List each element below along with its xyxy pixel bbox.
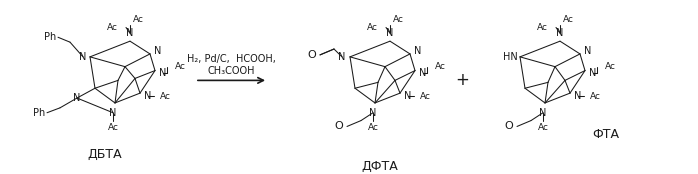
Text: ФТА: ФТА — [592, 128, 619, 141]
Text: Ph: Ph — [44, 32, 56, 42]
Text: Ac: Ac — [435, 62, 446, 71]
Text: HN: HN — [503, 52, 517, 62]
Text: N: N — [574, 91, 581, 101]
Text: N: N — [80, 52, 87, 62]
Text: Ac: Ac — [175, 62, 186, 71]
Text: N: N — [339, 52, 346, 62]
Text: N: N — [159, 68, 167, 78]
Text: N: N — [415, 46, 422, 56]
Text: Ac: Ac — [107, 23, 118, 32]
Text: Ph: Ph — [33, 108, 45, 118]
Text: Ac: Ac — [563, 15, 574, 24]
Text: Ac: Ac — [590, 92, 601, 101]
Text: N: N — [419, 68, 426, 78]
Text: Ac: Ac — [368, 123, 378, 132]
Text: N: N — [369, 108, 377, 118]
Text: Ac: Ac — [133, 15, 144, 24]
Text: N: N — [404, 91, 412, 101]
Text: Ac: Ac — [537, 23, 548, 32]
Text: Ac: Ac — [393, 15, 404, 24]
Text: Ac: Ac — [107, 123, 119, 132]
Text: Ac: Ac — [537, 123, 549, 132]
Text: Ac: Ac — [420, 92, 431, 101]
Text: ДБТА: ДБТА — [88, 148, 122, 161]
Text: N: N — [584, 46, 592, 56]
Text: ДФТА: ДФТА — [362, 160, 399, 173]
Text: N: N — [589, 68, 597, 78]
Text: Ac: Ac — [160, 92, 171, 101]
Text: Ac: Ac — [605, 62, 616, 71]
Text: N: N — [144, 91, 151, 101]
Text: O: O — [505, 121, 513, 132]
Text: N: N — [110, 108, 117, 118]
Text: +: + — [455, 71, 469, 89]
Text: N: N — [154, 46, 162, 56]
Text: Ac: Ac — [367, 23, 378, 32]
Text: N: N — [556, 28, 564, 38]
Text: N: N — [540, 108, 547, 118]
Text: H₂, Pd/C,  HCOOH,: H₂, Pd/C, HCOOH, — [186, 54, 276, 64]
Text: CH₃COOH: CH₃COOH — [207, 66, 255, 76]
Text: N: N — [126, 28, 134, 38]
Text: N: N — [386, 28, 394, 38]
Text: N: N — [73, 93, 81, 103]
Text: O: O — [334, 121, 343, 132]
Text: O: O — [308, 50, 316, 60]
